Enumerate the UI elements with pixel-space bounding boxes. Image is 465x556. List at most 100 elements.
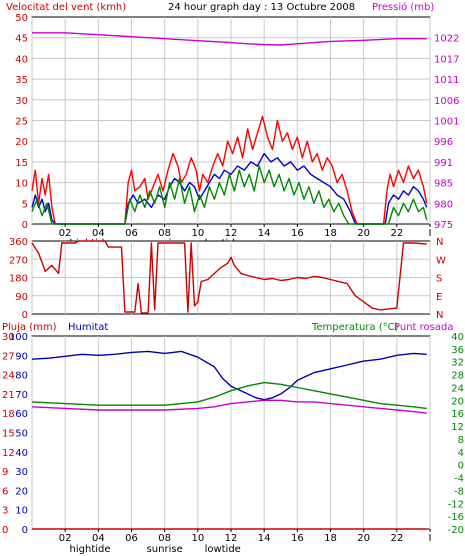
x-tick-label: 22 <box>390 228 403 239</box>
y-tick-label-rain: 18 <box>2 409 15 420</box>
y-tick-label-wind: 25 <box>15 117 28 128</box>
y-tick-label-wind: 10 <box>15 179 28 190</box>
y-tick-label-humidity: 90 <box>15 351 28 362</box>
y-tick-label-temperature: -4 <box>454 474 464 485</box>
y-tick-label-pressure: 1006 <box>434 96 459 107</box>
x-tick-label: I <box>429 228 432 239</box>
series-line <box>32 32 427 46</box>
y-tick-label-pressure: 991 <box>434 158 453 169</box>
x-tick-label: 02 <box>59 533 72 544</box>
event-label: hightide <box>70 544 111 555</box>
wind-direction-degree-axis: 0 90 180 270 360 <box>9 237 28 321</box>
event-label: lowtide <box>205 544 241 555</box>
y-tick-label-wind: 30 <box>15 96 28 107</box>
y-tick-label-rain: 12 <box>2 448 15 459</box>
y-tick-label-humidity: 30 <box>15 467 28 478</box>
x-tick-label: 04 <box>92 228 105 239</box>
y-tick-label-compass: E <box>436 292 442 303</box>
y-tick-label-humidity: 70 <box>15 390 28 401</box>
y-tick-label-temperature: 8 <box>458 435 464 446</box>
x-tick-label: 20 <box>357 533 370 544</box>
x-tick-label: 08 <box>158 533 171 544</box>
humidity-temperature-grid <box>31 336 431 529</box>
dewpoint-title: Punt rosada <box>394 322 453 333</box>
y-tick-label-wind: 40 <box>15 54 28 65</box>
y-tick-label-pressure: 1022 <box>434 34 459 45</box>
y-tick-label-direction: 180 <box>9 274 28 285</box>
y-tick-label-rain: 27 <box>2 351 15 362</box>
y-tick-label-compass: S <box>436 274 442 285</box>
y-tick-label-wind: 0 <box>22 220 28 231</box>
pressure-axis: 975 980 985 991 996 1001 1006 1011 1017 1022 <box>434 34 459 231</box>
event-label: sunrise <box>147 544 183 555</box>
y-tick-label-rain: 24 <box>2 371 15 382</box>
x-tick-label: 12 <box>225 228 238 239</box>
y-tick-label-direction: 0 <box>22 310 28 321</box>
y-tick-label-humidity: 100 <box>9 332 28 343</box>
y-tick-label-temperature: 4 <box>458 448 464 459</box>
time-axis-top: 02 04 06 08 10 12 14 16 18 20 22 I <box>59 224 432 239</box>
series-line <box>31 115 428 225</box>
y-tick-label-direction: 270 <box>9 255 28 266</box>
x-tick-label: 06 <box>125 533 138 544</box>
wind-pressure-series <box>31 32 428 225</box>
rain-title: Pluja (mm) <box>2 322 57 333</box>
pressure-title: Pressió (mb) <box>372 1 434 13</box>
y-tick-label-temperature: -16 <box>448 512 464 523</box>
x-tick-label: 18 <box>324 228 337 239</box>
y-tick-label-temperature: 0 <box>458 461 464 472</box>
y-tick-label-humidity: 80 <box>15 371 28 382</box>
y-tick-label-pressure: 980 <box>434 199 453 210</box>
y-tick-label-temperature: 36 <box>451 345 464 356</box>
humidity-temperature-series <box>31 350 427 530</box>
humidity-axis: 0 10 20 30 40 50 60 70 80 90 100 <box>9 332 28 536</box>
y-tick-label-rain: 3 <box>2 506 8 517</box>
y-tick-label-wind: 50 <box>15 13 28 24</box>
wind-speed-title: Velocitat del vent (kmh) <box>6 2 126 13</box>
y-tick-label-pressure: 975 <box>434 220 453 231</box>
y-tick-label-pressure: 985 <box>434 179 453 190</box>
y-tick-label-rain: 15 <box>2 429 15 440</box>
humidity-title: Humitat <box>68 322 108 333</box>
y-tick-label-humidity: 60 <box>15 409 28 420</box>
x-tick-label: 10 <box>191 228 204 239</box>
series-line <box>31 399 427 414</box>
y-tick-label-compass: W <box>436 255 446 266</box>
x-tick-label: 04 <box>92 533 105 544</box>
graph-title: 24 hour graph day : 13 Octubre 2008 <box>168 2 355 13</box>
x-tick-label: 16 <box>291 228 304 239</box>
y-tick-label-rain: 9 <box>2 467 8 478</box>
y-tick-label-temperature: 32 <box>451 358 464 369</box>
x-tick-label: 20 <box>357 228 370 239</box>
x-tick-label: 14 <box>258 533 271 544</box>
x-tick-label: 02 <box>59 228 72 239</box>
y-tick-label-temperature: 28 <box>451 371 464 382</box>
tide-sun-events-bottom: hightide sunrise lowtide <box>70 544 241 555</box>
temperature-title: Temperatura (°C) <box>311 322 399 333</box>
x-tick-label: 06 <box>125 228 138 239</box>
y-tick-label-rain: 0 <box>2 525 8 536</box>
wind-direction-series <box>31 240 427 314</box>
x-tick-label: 08 <box>158 228 171 239</box>
y-tick-label-temperature: -8 <box>454 486 464 497</box>
time-axis-bottom: 02 04 06 08 10 12 14 16 18 20 22 I <box>59 529 431 544</box>
y-tick-label-humidity: 50 <box>15 429 28 440</box>
y-tick-label-rain: 6 <box>2 486 8 497</box>
wind-pressure-grid <box>31 17 431 224</box>
y-tick-label-direction: 360 <box>9 237 28 248</box>
y-tick-label-compass: N <box>436 310 443 321</box>
y-tick-label-temperature: 40 <box>451 332 464 343</box>
y-tick-label-temperature: -20 <box>448 525 464 536</box>
x-tick-label: 10 <box>191 533 204 544</box>
y-tick-label-temperature: 12 <box>451 422 464 433</box>
y-tick-label-wind: 45 <box>15 34 28 45</box>
series-line <box>31 381 427 410</box>
y-tick-label-pressure: 996 <box>434 137 453 148</box>
y-tick-label-wind: 15 <box>15 158 28 169</box>
wind-pressure-panel: 0 5 10 15 20 25 30 35 40 45 50 975 980 985 991 996 1001… <box>15 13 459 249</box>
